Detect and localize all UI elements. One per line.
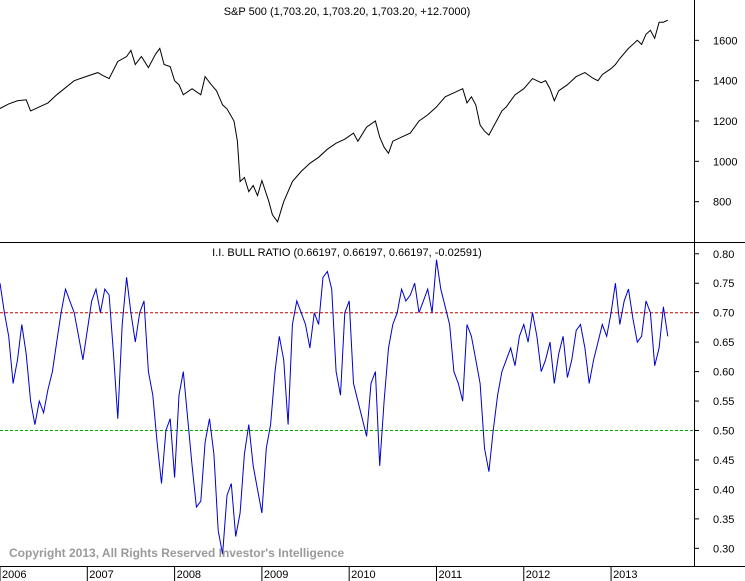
bull-ratio-y-tick-label: 0.75 [713,278,734,290]
bull-ratio-y-tick-label: 0.65 [713,337,734,349]
x-tick-label: 2012 [526,569,550,581]
sp500-title: S&P 500 (1,703.20, 1,703.20, 1,703.20, +… [224,6,471,18]
bull-ratio-title: I.I. BULL RATIO (0.66197, 0.66197, 0.661… [212,247,482,259]
sp500-series-line [0,19,669,223]
x-tick-label: 2009 [264,569,288,581]
copyright-text: Copyright 2013, All Rights Reserved Inve… [9,546,345,560]
bull-ratio-y-tick-label: 0.45 [713,455,734,467]
bull-ratio-y-tick-label: 0.50 [713,426,734,438]
sp500-panel: S&P 500 (1,703.20, 1,703.20, 1,703.20, +… [0,0,737,242]
bull-ratio-y-tick-label: 0.30 [713,543,734,555]
sp500-y-axis: 800 1000 1200 1400 1600 [694,35,737,209]
bull-ratio-y-tick-label: 0.40 [713,484,734,496]
x-tick-label: 2011 [438,569,462,581]
sp500-y-tick-label: 1600 [713,35,737,47]
sp500-y-tick-label: 1000 [713,156,737,168]
sp500-plot-area [0,0,694,242]
sp500-y-tick-label: 800 [713,197,731,209]
bull-ratio-y-tick-label: 0.80 [713,249,734,261]
bull-ratio-y-tick-label: 0.35 [713,514,734,526]
x-tick-label: 2007 [89,569,113,581]
x-tick-label: 2010 [351,569,375,581]
sp500-y-tick-label: 1200 [713,116,737,128]
bull-ratio-y-axis: 0.30 0.35 0.40 0.45 0.50 0.55 0.60 0.65 0.70 0.75… [694,249,734,555]
bull-ratio-series-line [0,259,669,555]
x-tick-label: 2006 [2,569,26,581]
bull-ratio-y-tick-label: 0.55 [713,396,734,408]
bull-ratio-y-tick-label: 0.70 [713,308,734,320]
x-axis: 2006 2007 2008 2009 2010 2011 2012 2013 [0,566,638,581]
x-tick-label: 2013 [613,569,637,581]
x-tick-label: 2008 [177,569,201,581]
bull-ratio-reference-lines [0,312,694,432]
bull-ratio-y-tick-label: 0.60 [713,367,734,379]
bull-ratio-panel: I.I. BULL RATIO (0.66197, 0.66197, 0.661… [0,247,734,560]
sp500-y-tick-label: 1400 [713,76,737,88]
